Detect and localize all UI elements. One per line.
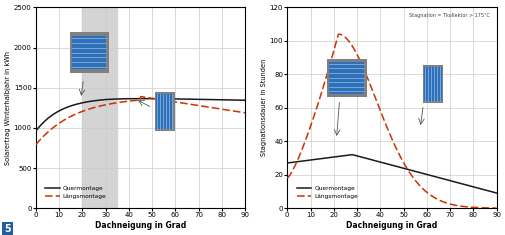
- Legend: Quermontage, Längsmontage: Quermontage, Längsmontage: [43, 184, 109, 201]
- Text: Stagnation = Tkollektor > 175°C: Stagnation = Tkollektor > 175°C: [409, 13, 489, 18]
- Text: 5: 5: [4, 224, 11, 234]
- X-axis label: Dachneigung in Grad: Dachneigung in Grad: [95, 221, 186, 230]
- Bar: [72, 36, 106, 69]
- X-axis label: Dachneigung in Grad: Dachneigung in Grad: [345, 221, 437, 230]
- Bar: [156, 94, 173, 129]
- Y-axis label: Stagnationsdauer in Stunden: Stagnationsdauer in Stunden: [260, 59, 266, 157]
- Bar: [326, 59, 366, 97]
- Legend: Quermontage, Längsmontage: Quermontage, Längsmontage: [294, 184, 360, 201]
- Bar: [82, 7, 117, 208]
- Bar: [422, 65, 442, 103]
- Bar: [70, 32, 109, 73]
- Bar: [423, 67, 441, 101]
- Y-axis label: Solarertrag Winterhalbjahr in kWh: Solarertrag Winterhalbjahr in kWh: [5, 51, 11, 165]
- Bar: [329, 62, 364, 94]
- Bar: [155, 92, 174, 131]
